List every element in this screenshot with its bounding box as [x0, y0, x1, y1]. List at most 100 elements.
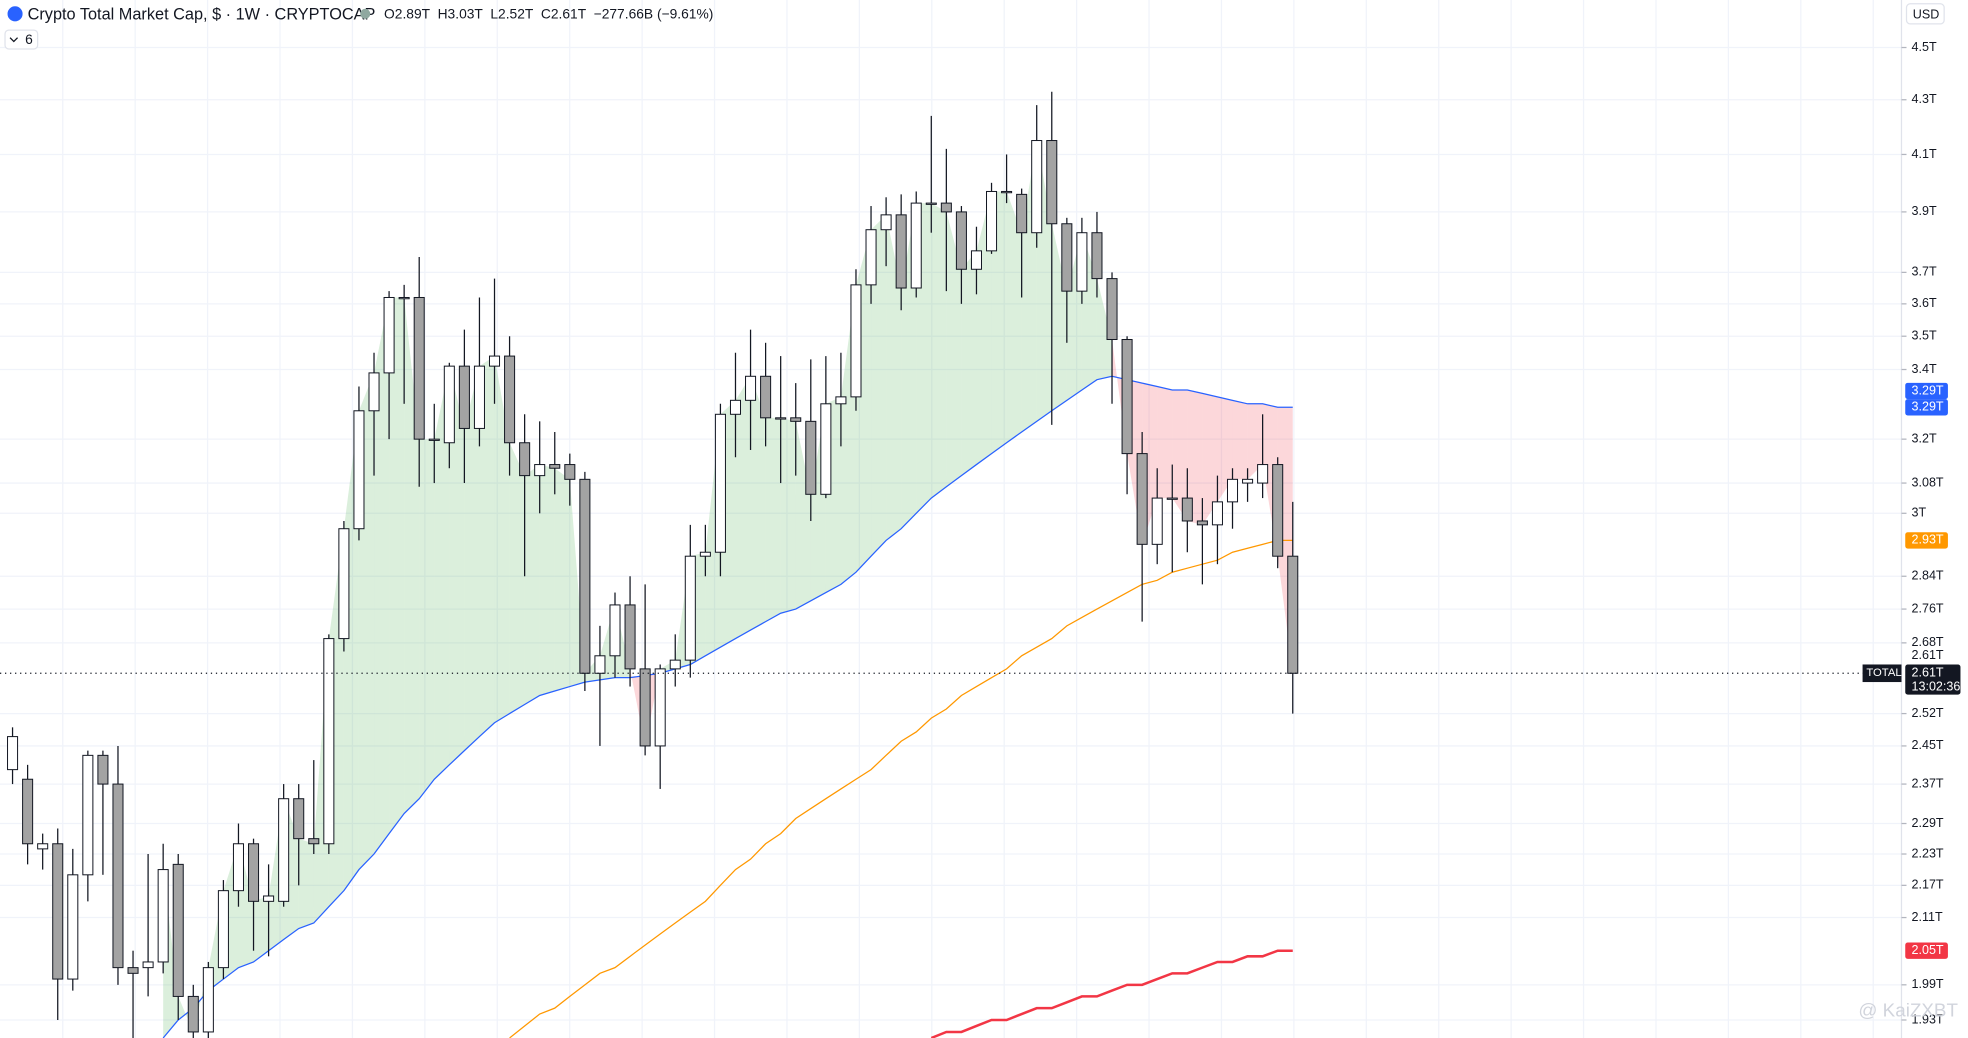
price-tag-label: 3.29T — [1912, 383, 1944, 397]
ohlc-value: C2.61T — [541, 7, 587, 22]
candle-body — [1031, 140, 1043, 234]
ma-fill — [1232, 400, 1248, 480]
countdown: 13:02:36 — [1912, 679, 1961, 693]
ma-fill — [946, 211, 962, 487]
candle-body — [142, 961, 154, 969]
y-tick-label: 3T — [1912, 506, 1927, 520]
ma-fill — [554, 468, 570, 692]
candle-body — [353, 410, 365, 530]
last-price-axis-label: 2.61T — [1912, 648, 1944, 662]
candle-body — [1272, 464, 1284, 557]
y-tick-label: 3.2T — [1912, 431, 1937, 445]
candle-body — [67, 874, 79, 980]
ma-fill — [931, 203, 947, 499]
ma-fill — [449, 366, 465, 765]
candle-body — [248, 843, 260, 902]
ma-fill — [1187, 389, 1203, 525]
candle-body — [308, 838, 320, 845]
candle-body — [970, 250, 982, 270]
candle-body — [413, 296, 425, 440]
symbol-tag-label: TOTAL — [1866, 667, 1901, 679]
candle-body — [880, 214, 892, 231]
candle-body — [37, 843, 49, 850]
candle-body — [172, 863, 184, 997]
candle-body — [82, 754, 94, 876]
candle-body — [1001, 190, 1013, 194]
candle-body — [1287, 555, 1299, 674]
moving-average-line — [509, 539, 1293, 1038]
candle-body — [1046, 140, 1058, 225]
candle-body — [232, 843, 244, 892]
candle-body — [564, 464, 576, 480]
ma-fill — [389, 297, 405, 834]
candle-body — [579, 478, 591, 674]
candle-body — [293, 798, 305, 840]
ohlc-value: L2.52T — [490, 7, 534, 22]
candle-body — [127, 967, 139, 974]
candle-body — [398, 296, 410, 300]
candle-body — [1091, 232, 1103, 280]
candle-body — [910, 202, 922, 289]
ma-fill — [509, 442, 525, 714]
candle-body — [729, 399, 742, 415]
price-axis — [1901, 0, 1968, 1038]
price-tag — [1905, 532, 1948, 549]
candle-body — [7, 736, 19, 771]
ma-fill — [524, 464, 540, 705]
ma-fill — [750, 376, 766, 631]
y-tick-label: 2.11T — [1912, 910, 1943, 924]
candle-body — [338, 528, 350, 640]
watermark: @ KaiZXBT — [1858, 1000, 1958, 1021]
candle-body — [760, 375, 772, 419]
candle-body — [594, 655, 606, 674]
ma-fill — [795, 421, 811, 610]
ma-fill — [1247, 403, 1263, 480]
candle-body — [443, 365, 455, 444]
ohlc-value: H3.03T — [438, 7, 484, 22]
y-tick-label: 2.23T — [1912, 846, 1944, 860]
candle-body — [850, 284, 862, 398]
ohlc-legend: O2.89T H3.03T L2.52T C2.61T −277.66B (−9.61%… — [384, 7, 713, 22]
price-tag-label: 2.05T — [1912, 943, 1944, 957]
ma-fill — [253, 895, 269, 962]
price-tag — [1905, 942, 1948, 959]
symbol-tag — [1862, 664, 1902, 683]
candle-body — [368, 372, 380, 412]
candle-body — [1166, 497, 1178, 500]
ma-fill — [735, 376, 751, 639]
candle-body — [805, 420, 817, 495]
candle-body — [1211, 501, 1223, 526]
candle-body — [323, 638, 335, 845]
header: Crypto Total Market Cap, $ · 1W · CRYPTO… — [4, 3, 1945, 50]
candle-body — [684, 555, 696, 661]
candle-body — [940, 202, 952, 213]
candle-body — [473, 365, 485, 429]
candle-body — [519, 442, 531, 477]
candle-body — [157, 869, 169, 963]
last-price-tag — [1905, 664, 1961, 695]
status-dot — [360, 8, 371, 19]
candle-body — [1181, 497, 1193, 522]
last-price-label: 2.61T — [1912, 666, 1944, 680]
y-tick-label: 4.3T — [1912, 92, 1937, 106]
ma-fill — [494, 356, 510, 723]
y-tick-label: 4.1T — [1912, 147, 1937, 161]
candle-body — [278, 798, 290, 902]
candle-body — [669, 659, 681, 670]
grid — [0, 0, 1902, 1038]
ma-fill — [961, 250, 977, 476]
y-tick-label: 2.68T — [1912, 635, 1944, 649]
ma-fill — [419, 439, 435, 799]
candle-body — [52, 843, 64, 980]
price-tag — [1905, 399, 1948, 416]
indicator-toggle[interactable] — [4, 29, 39, 50]
price-tag-label: 2.93T — [1912, 533, 1944, 547]
ma-fill — [1096, 278, 1113, 380]
ma-fill — [374, 297, 390, 855]
ma-fill — [1172, 389, 1188, 521]
candle-body — [895, 214, 907, 289]
y-tick-label: 2.84T — [1912, 569, 1944, 583]
candle-body — [654, 668, 666, 747]
currency-button[interactable] — [1905, 3, 1945, 25]
chart-title: Crypto Total Market Cap, $ · 1W · CRYPTO… — [28, 5, 376, 23]
